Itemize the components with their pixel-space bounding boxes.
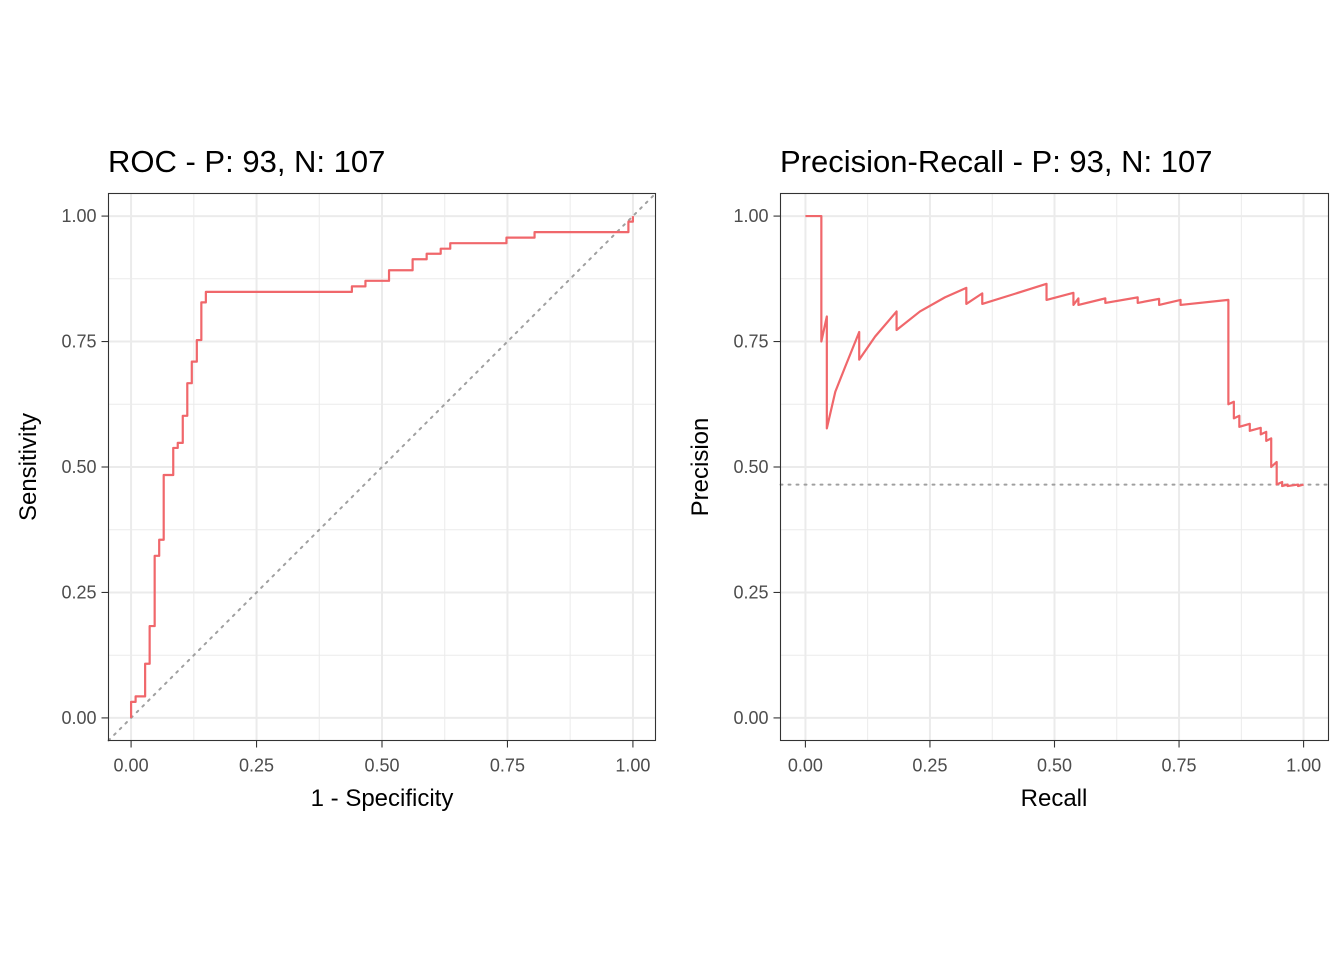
pr-y-tick-label: 1.00 — [733, 206, 768, 226]
pr-x-axis-title: Recall — [1021, 785, 1088, 812]
roc-y-tick-label: 0.75 — [61, 332, 96, 352]
roc-y-tick-label: 1.00 — [61, 206, 96, 226]
pr-x-tick-label: 0.75 — [1162, 756, 1197, 776]
pr-y-tick-label: 0.75 — [733, 332, 768, 352]
roc-x-tick-label: 0.25 — [239, 756, 274, 776]
pr-chart: Precision-Recall - P: 93, N: 107 0.00 0.2… — [687, 144, 1330, 812]
pr-x-tick-label: 0.25 — [912, 756, 947, 776]
pr-x-tick-label: 0.00 — [788, 756, 823, 776]
roc-chart: ROC - P: 93, N: 107 0.00 0.25 0.50 0.75 1.00… — [15, 144, 657, 812]
pr-grid — [780, 193, 1329, 741]
roc-title: ROC - P: 93, N: 107 — [108, 144, 385, 179]
pr-x-tick-label: 1.00 — [1286, 756, 1321, 776]
roc-x-tick-label: 0.50 — [364, 756, 399, 776]
pr-curve — [805, 214, 1304, 488]
pr-ticks: 0.00 0.25 0.50 0.75 1.00 0.00 0.25 0.50 0.75 1.00 — [733, 206, 1321, 775]
roc-x-tick-label: 1.00 — [615, 756, 650, 776]
pr-y-tick-label: 0.25 — [733, 582, 768, 602]
roc-x-tick-label: 0.75 — [490, 756, 525, 776]
roc-y-tick-label: 0.25 — [61, 582, 96, 602]
pr-y-axis-title: Precision — [687, 418, 714, 517]
roc-y-tick-label: 0.50 — [61, 457, 96, 477]
roc-grid — [108, 193, 656, 741]
roc-chance-line — [107, 192, 657, 742]
roc-y-tick-label: 0.00 — [61, 708, 96, 728]
roc-x-axis-title: 1 - Specificity — [311, 785, 454, 812]
pr-y-tick-label: 0.50 — [733, 457, 768, 477]
pr-y-tick-label: 0.00 — [733, 708, 768, 728]
roc-ticks: 0.00 0.25 0.50 0.75 1.00 0.00 0.25 0.50 0.75 1.00 — [61, 206, 650, 775]
roc-x-tick-label: 0.00 — [114, 756, 149, 776]
pr-x-tick-label: 0.50 — [1037, 756, 1072, 776]
roc-curve — [129, 216, 635, 718]
roc-y-axis-title: Sensitivity — [15, 413, 42, 521]
pr-title: Precision-Recall - P: 93, N: 107 — [780, 144, 1212, 179]
